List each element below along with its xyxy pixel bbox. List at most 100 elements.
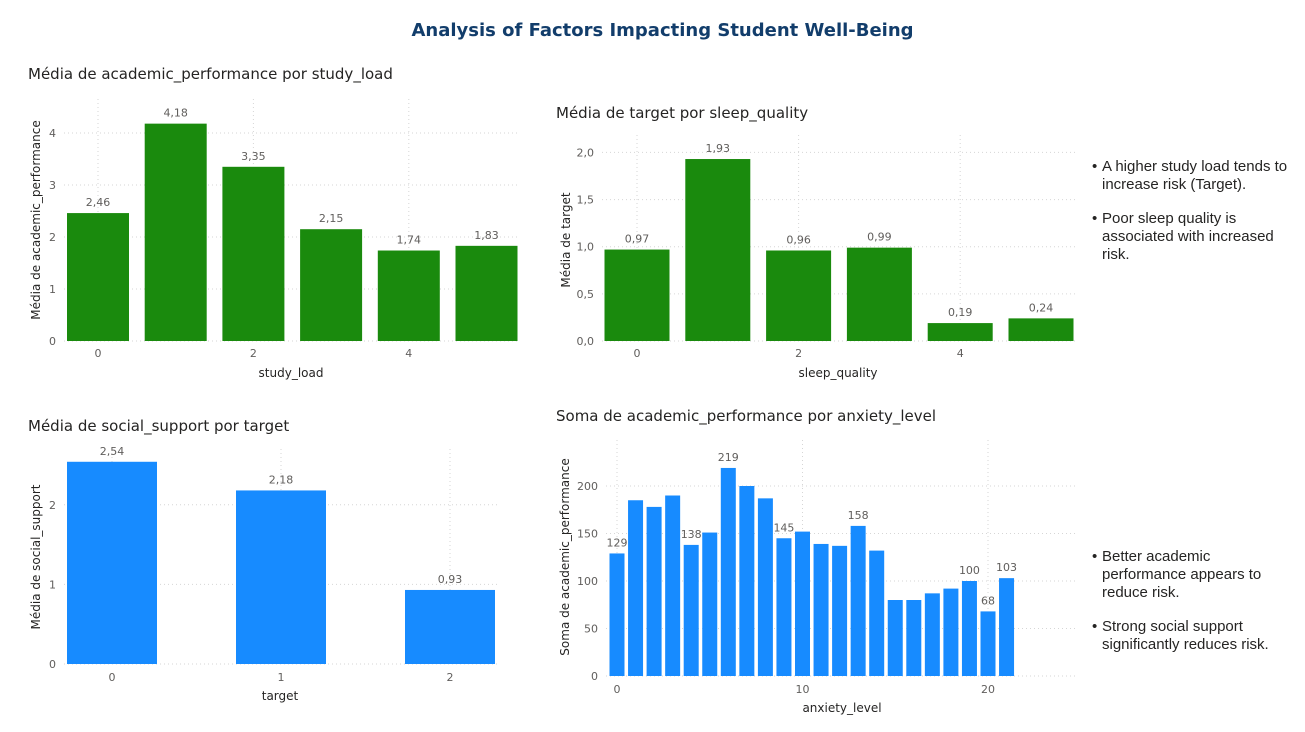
c4-y-tick-label: 50 (584, 623, 598, 636)
c4-y-tick-label: 100 (577, 575, 598, 588)
note-text: Better academic performance appears to r… (1102, 548, 1262, 601)
c4-data-label: 100 (959, 564, 980, 577)
c1-y-tick-label: 1 (49, 283, 56, 296)
c1-data-label: 3,35 (241, 150, 266, 163)
c2-data-label: 0,97 (625, 233, 650, 246)
c2-x-tick-label: 4 (957, 347, 964, 360)
c2-bar (846, 247, 912, 341)
chart-title-study-load: Média de academic_performance por study_… (28, 65, 393, 83)
c1-y-tick-label: 2 (49, 231, 56, 244)
c2-data-label: 0,24 (1029, 301, 1054, 314)
c3-y-axis-title: Média de social_support (29, 484, 43, 629)
chart-title-target: Média de social_support por target (28, 417, 290, 435)
c3-data-label: 2,54 (100, 445, 125, 458)
c1-bar (377, 250, 440, 341)
c3-x-tick-label: 1 (278, 671, 285, 684)
c4-bar (795, 531, 810, 676)
note-text: A higher study load tends to increase ri… (1102, 158, 1288, 193)
c2-y-tick-label: 1,5 (577, 194, 595, 207)
c2-x-tick-label: 2 (795, 347, 802, 360)
c1-x-tick-label: 0 (95, 347, 102, 360)
c1-y-tick-label: 0 (49, 335, 56, 348)
c4-bar (813, 543, 829, 676)
c1-x-axis-title: study_load (259, 366, 324, 380)
c1-bar (455, 245, 518, 341)
note-academic-performance: • Better academic performance appears to… (1092, 548, 1297, 602)
c4-bar (943, 588, 959, 676)
c2-y-tick-label: 2,0 (577, 146, 595, 159)
c2-bar (1008, 318, 1074, 341)
c1-bar (222, 166, 285, 341)
notes-bottom: • Better academic performance appears to… (1092, 548, 1297, 670)
c4-bar (999, 578, 1015, 676)
c2-bar (766, 250, 832, 341)
c4-data-label: 145 (773, 521, 794, 534)
c1-data-label: 1,74 (397, 234, 422, 247)
chart-title-anxiety-level: Soma de academic_performance por anxiety… (556, 407, 937, 425)
c4-bar (757, 498, 773, 676)
c2-y-axis-title: Média de target (559, 192, 573, 287)
c4-bar (961, 581, 977, 676)
c2-bar (927, 323, 993, 341)
c3-bar (67, 461, 157, 664)
c4-bar (924, 593, 940, 676)
c1-bar (300, 229, 363, 341)
c4-data-label: 103 (996, 561, 1017, 574)
c3-data-label: 0,93 (438, 573, 463, 586)
c1-y-tick-label: 3 (49, 179, 56, 192)
c2-data-label: 0,19 (948, 306, 973, 319)
chart-title-sleep-quality: Média de target por sleep_quality (556, 104, 809, 122)
c4-y-tick-label: 0 (591, 670, 598, 683)
c2-data-label: 0,96 (786, 233, 811, 246)
c4-bar (776, 538, 792, 676)
c4-data-label: 129 (607, 536, 628, 549)
c4-bar (739, 486, 755, 676)
note-social-support: • Strong social support significantly re… (1092, 618, 1297, 654)
c3-y-tick-label: 0 (49, 658, 56, 671)
c2-y-tick-label: 1,0 (577, 241, 595, 254)
c4-x-axis-title: anxiety_level (802, 701, 881, 715)
c3-y-tick-label: 2 (49, 499, 56, 512)
note-text: Strong social support significantly redu… (1102, 618, 1269, 653)
c1-y-tick-label: 4 (49, 127, 56, 140)
c1-data-label: 1,83 (474, 229, 499, 242)
c4-bar (850, 525, 866, 676)
c2-data-label: 1,93 (706, 142, 731, 155)
c2-y-tick-label: 0,0 (577, 335, 595, 348)
c3-bar (236, 490, 326, 664)
c2-y-tick-label: 0,5 (577, 288, 595, 301)
note-sleep-quality: • Poor sleep quality is associated with … (1092, 210, 1297, 264)
c4-bar (702, 532, 718, 676)
notes-top: • A higher study load tends to increase … (1092, 158, 1297, 280)
c4-x-tick-label: 10 (796, 683, 810, 696)
note-text: Poor sleep quality is associated with in… (1102, 210, 1274, 263)
c1-bar (144, 123, 207, 341)
c4-y-tick-label: 200 (577, 480, 598, 493)
c4-data-label: 68 (981, 594, 995, 607)
c4-bar (869, 550, 885, 676)
c4-bar (980, 611, 996, 676)
c4-data-label: 219 (718, 451, 739, 464)
bullet-icon: • (1092, 210, 1098, 227)
c4-bar (720, 467, 736, 676)
bullet-icon: • (1092, 158, 1098, 175)
c4-data-label: 158 (848, 509, 869, 522)
c2-bar (685, 159, 751, 341)
c4-bar (646, 506, 662, 676)
c3-x-axis-title: target (262, 689, 299, 703)
c4-bar (906, 600, 922, 676)
c3-y-tick-label: 1 (49, 578, 56, 591)
c3-data-label: 2,18 (269, 473, 294, 486)
c4-data-label: 138 (681, 528, 702, 541)
c4-y-tick-label: 150 (577, 528, 598, 541)
c4-bar (609, 553, 625, 676)
c1-x-tick-label: 2 (250, 347, 257, 360)
c3-x-tick-label: 0 (109, 671, 116, 684)
c2-x-axis-title: sleep_quality (798, 366, 877, 380)
c4-bar (887, 600, 903, 676)
c4-x-tick-label: 0 (614, 683, 621, 696)
c1-x-tick-label: 4 (405, 347, 412, 360)
note-study-load: • A higher study load tends to increase … (1092, 158, 1297, 194)
c1-data-label: 2,15 (319, 212, 344, 225)
